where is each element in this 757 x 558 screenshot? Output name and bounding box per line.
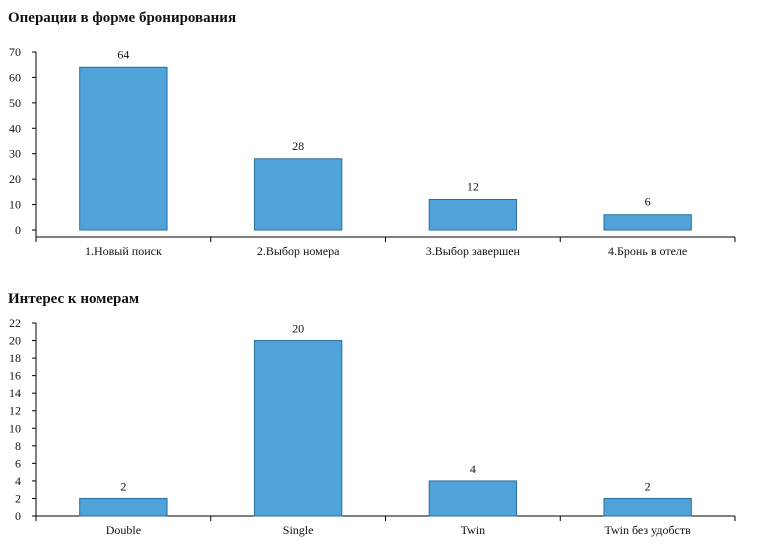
category-label: 1.Новый поиск — [85, 244, 162, 258]
bar — [603, 497, 692, 517]
data-label: 28 — [292, 139, 304, 153]
y-tick-label: 12 — [9, 404, 21, 418]
y-tick-label: 70 — [9, 45, 21, 59]
y-tick-label: 10 — [9, 421, 21, 435]
bar — [79, 66, 168, 231]
y-tick-label: 20 — [9, 334, 21, 348]
category-label: 4.Бронь в отеле — [608, 244, 687, 258]
data-label: 2 — [645, 479, 651, 493]
y-tick-label: 20 — [9, 172, 21, 186]
y-tick-label: 2 — [15, 491, 21, 505]
category-label: 3.Выбор завершен — [426, 244, 521, 258]
category-label: Single — [283, 523, 314, 537]
data-label: 6 — [645, 195, 651, 209]
category-label: Twin — [461, 523, 486, 537]
data-label: 2 — [120, 479, 126, 493]
bar — [253, 158, 343, 231]
y-tick-label: 10 — [9, 198, 21, 212]
category-label: Double — [106, 523, 141, 537]
category-label: Twin без удобств — [604, 523, 691, 537]
data-label: 12 — [467, 179, 479, 193]
y-tick-label: 22 — [9, 316, 21, 330]
y-tick-label: 0 — [15, 509, 21, 523]
bar — [603, 214, 692, 231]
y-tick-label: 50 — [9, 96, 21, 110]
category-label: 2.Выбор номера — [257, 244, 340, 258]
room-interest-plot: 02468101214161820222Double20Single4Twin2… — [9, 316, 736, 537]
room-interest-chart: Интерес к номерам 0 2 4 6 8 10 12 14 16 18 20 22 2 Do… — [0, 283, 757, 555]
y-tick-label: 6 — [15, 456, 21, 470]
y-tick-label: 60 — [9, 70, 21, 84]
bar — [79, 497, 168, 517]
y-tick-label: 40 — [9, 121, 21, 135]
y-tick-label: 4 — [15, 474, 21, 488]
y-tick-label: 16 — [9, 369, 21, 383]
y-tick-label: 8 — [15, 439, 21, 453]
chart-title: Интерес к номерам — [8, 291, 140, 307]
booking-operations-plot: 0 10 20 30 40 50 60 70 64 1.Новый поиск 28 2.Выбор … — [9, 45, 736, 258]
bar — [428, 480, 518, 517]
bar — [253, 340, 343, 517]
y-tick-label: 18 — [9, 351, 21, 365]
bar — [428, 198, 518, 231]
chart-title: Операции в форме бронирования — [8, 10, 237, 26]
data-label: 20 — [292, 322, 304, 336]
y-tick-label: 14 — [9, 386, 21, 400]
y-tick-label: 0 — [15, 223, 21, 237]
data-label: 4 — [470, 462, 476, 476]
data-label: 64 — [117, 47, 129, 61]
y-tick-label: 30 — [9, 147, 21, 161]
booking-operations-chart: Операции в форме бронирования 0 10 20 30 40 5… — [0, 0, 757, 278]
